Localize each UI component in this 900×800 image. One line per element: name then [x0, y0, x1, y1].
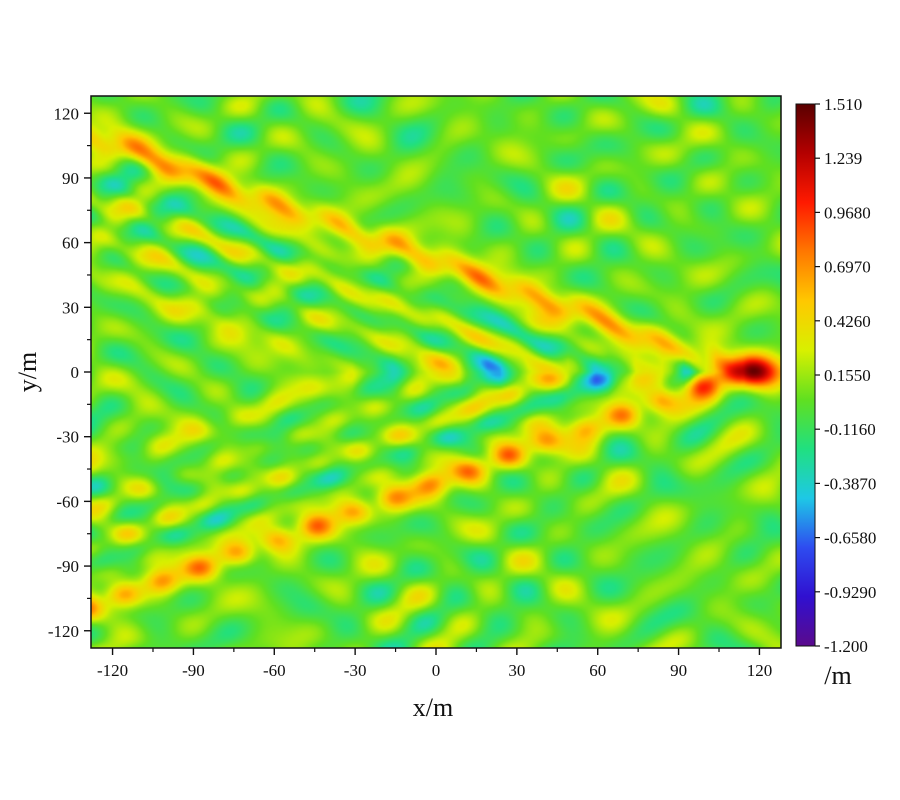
colorbar-tick-label: -1.200 — [824, 637, 868, 656]
y-tick-label: 0 — [71, 363, 80, 382]
x-tick-label: 0 — [432, 661, 441, 680]
colorbar-tick-label: -0.3870 — [824, 474, 876, 493]
x-tick-label: -30 — [344, 661, 367, 680]
x-tick-label: -90 — [182, 661, 205, 680]
y-axis: 120 90 60 30 0 -30 -60 -90 -120 — [48, 104, 91, 641]
x-tick-label: 120 — [747, 661, 773, 680]
colorbar-unit-label: /m — [824, 661, 851, 690]
x-tick-label: -120 — [97, 661, 128, 680]
y-axis-title: y/m — [13, 352, 42, 392]
colorbar: 1.510 1.239 0.9680 0.6970 0.4260 0.1550 -0.116… — [795, 95, 876, 656]
colorbar-tick-label: 0.1550 — [824, 366, 871, 385]
colorbar-ramp — [795, 103, 816, 647]
y-tick-label: 120 — [54, 104, 80, 123]
colorbar-tick-label: -0.1160 — [824, 420, 876, 439]
x-tick-label: 60 — [589, 661, 606, 680]
colorbar-tick-label: -0.9290 — [824, 583, 876, 602]
colorbar-tick-label: 1.239 — [824, 149, 862, 168]
heatmap-image — [91, 96, 781, 648]
plot-area — [90, 95, 782, 649]
y-tick-label: -120 — [48, 622, 79, 641]
colorbar-tick-label: 0.9680 — [824, 203, 871, 222]
y-tick-label: 60 — [62, 234, 79, 253]
y-tick-label: -90 — [56, 557, 79, 576]
y-tick-label: 30 — [62, 298, 79, 317]
colorbar-tick-label: 1.510 — [824, 95, 862, 114]
x-tick-label: -60 — [263, 661, 286, 680]
colorbar-tick-label: 0.6970 — [824, 258, 871, 277]
colorbar-tick-label: 0.4260 — [824, 312, 871, 331]
y-tick-label: -30 — [56, 428, 79, 447]
colorbar-tick-label: -0.6580 — [824, 529, 876, 548]
x-tick-label: 90 — [670, 661, 687, 680]
x-tick-label: 30 — [508, 661, 525, 680]
x-axis: -120 -90 -60 -30 0 30 60 90 120 — [97, 648, 772, 680]
x-axis-title: x/m — [413, 693, 453, 722]
y-tick-label: 90 — [62, 169, 79, 188]
y-tick-label: -60 — [56, 492, 79, 511]
